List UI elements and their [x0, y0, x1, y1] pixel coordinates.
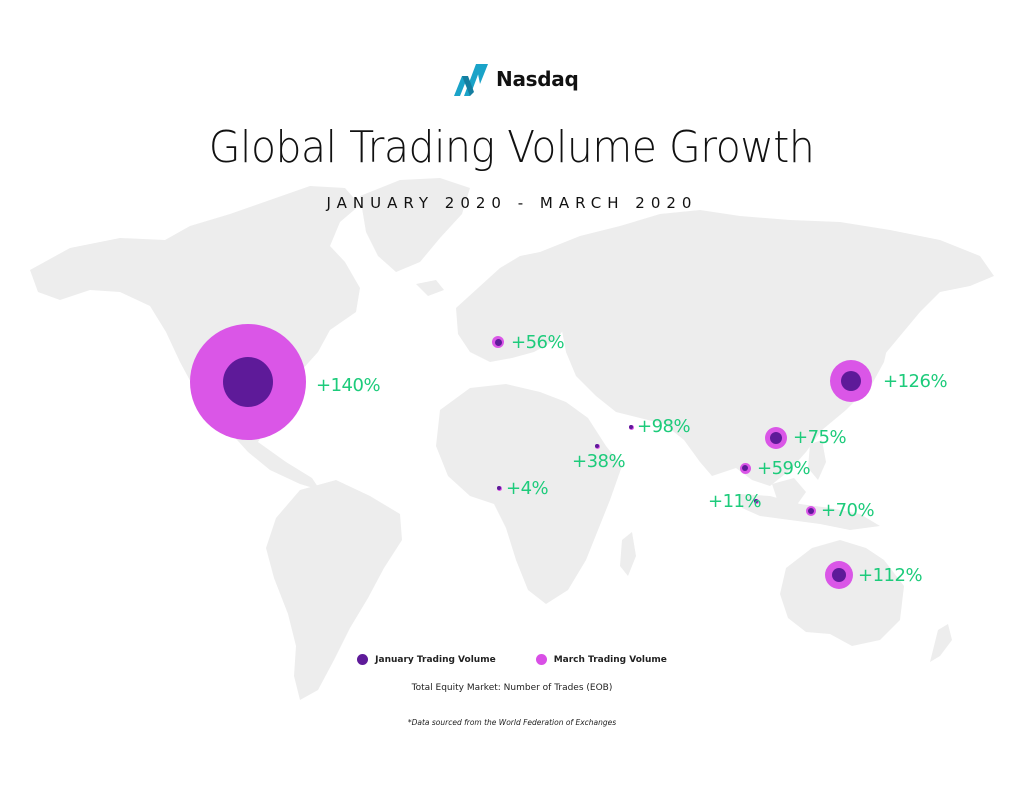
logo-wordmark: Nasdaq — [496, 67, 579, 91]
january-volume-circle — [841, 371, 861, 391]
growth-label-gulf: +98% — [637, 416, 691, 437]
island-madagascar — [620, 532, 636, 576]
marker-indonesia-philippines — [806, 506, 816, 516]
marker-east-africa — [594, 443, 600, 449]
page-title: Global Trading Volume Growth — [209, 122, 815, 173]
island-philippines — [808, 440, 826, 480]
nasdaq-logo-icon — [454, 64, 488, 96]
nasdaq-logo: Nasdaq — [452, 62, 579, 96]
marker-gulf — [628, 424, 634, 430]
growth-label-east-africa: +38% — [572, 451, 626, 472]
island-borneo — [772, 478, 806, 506]
january-volume-circle — [832, 568, 846, 582]
metric-caption: Total Equity Market: Number of Trades (E… — [411, 683, 613, 693]
growth-label-japan: +126% — [883, 371, 948, 392]
growth-label-west-africa: +4% — [506, 478, 549, 499]
continent-europe — [456, 252, 572, 362]
island-uk — [470, 290, 486, 322]
january-volume-circle — [223, 357, 273, 407]
january-volume-circle — [595, 444, 599, 448]
marker-europe — [492, 336, 504, 348]
continent-south-america — [266, 480, 402, 700]
january-volume-circle — [742, 465, 748, 471]
january-swatch-icon — [357, 654, 369, 665]
legend-item-march: March Trading Volume — [535, 654, 667, 665]
january-volume-circle — [808, 508, 814, 514]
island-new-zealand — [930, 624, 952, 662]
date-range-subtitle: JANUARY 2020 - MARCH 2020 — [326, 194, 698, 212]
january-volume-circle — [497, 486, 501, 490]
legend-item-january: January Trading Volume — [357, 654, 496, 665]
marker-west-africa — [496, 485, 502, 491]
january-volume-circle — [770, 432, 782, 444]
growth-label-australia: +112% — [858, 565, 923, 586]
growth-label-europe: +56% — [511, 332, 565, 353]
marker-malaysia-singapore — [753, 498, 759, 504]
continent-africa — [436, 384, 622, 604]
marker-southeast-asia — [739, 462, 751, 474]
marker-japan — [830, 360, 872, 402]
legend-label-january: January Trading Volume — [375, 654, 496, 665]
january-volume-circle — [754, 499, 758, 503]
marker-australia — [825, 561, 853, 589]
continent-north-america — [30, 186, 360, 490]
growth-label-indonesia-philippines: +70% — [821, 500, 875, 521]
january-volume-circle — [494, 338, 502, 346]
continent-greenland — [360, 178, 470, 272]
legend-label-march: March Trading Volume — [553, 654, 667, 665]
legend: January Trading Volume March Trading Vol… — [0, 654, 1024, 665]
growth-label-southeast-asia: +59% — [757, 458, 811, 479]
january-volume-circle — [629, 425, 633, 429]
growth-label-malaysia-singapore: +11% — [708, 491, 762, 512]
growth-label-china-hk: +75% — [793, 427, 847, 448]
island-iceland — [416, 280, 444, 296]
marker-china-hk — [765, 427, 787, 449]
continent-asia — [540, 210, 994, 486]
marker-north-america — [190, 324, 306, 440]
march-swatch-icon — [535, 654, 547, 665]
source-footnote: *Data sourced from the World Federation … — [407, 718, 617, 727]
continent-australia — [780, 540, 904, 646]
growth-label-north-america: +140% — [316, 375, 381, 396]
